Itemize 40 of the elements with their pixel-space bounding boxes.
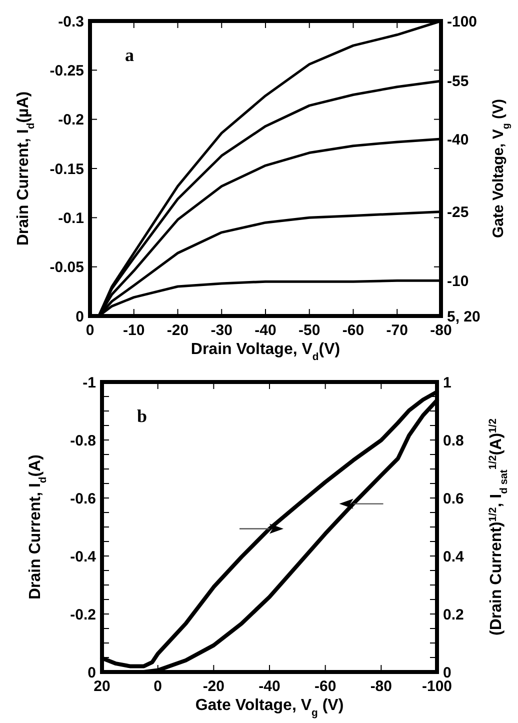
y2-tick-label: 0.4 [443, 548, 465, 566]
annotation: a [125, 45, 134, 65]
y-tick-label: -0.2 [70, 606, 96, 624]
y2-tick-label: 0.6 [443, 490, 464, 508]
y-tick-label: -0.25 [50, 62, 84, 80]
x-tick-label: 0 [154, 678, 162, 695]
x-tick-label: -40 [258, 678, 280, 695]
x-tick-label: -50 [298, 322, 320, 339]
y-tick-label: -0.6 [70, 490, 96, 508]
y2-tick-label: 1 [443, 374, 452, 392]
y2-tick-label: 0.8 [443, 432, 464, 450]
x-tick-label: -30 [210, 322, 232, 339]
y-tick-label: -0.1 [58, 210, 84, 227]
x-tick-label: -70 [386, 322, 408, 339]
y-tick-label: -0.15 [50, 160, 84, 178]
legend-label: -55 [447, 73, 469, 90]
x-tick-label: -40 [254, 322, 276, 339]
series-label: -100 [447, 13, 478, 30]
y2-tick-label: 0.2 [443, 606, 464, 624]
y-tick-label: -1 [82, 374, 96, 392]
x-tick-label: -20 [202, 678, 225, 695]
legend-label: -10 [447, 272, 469, 290]
y-tick-label: -0.4 [70, 548, 97, 566]
y-tick-label: 0 [88, 664, 96, 682]
x-axis-title: Gate Voltage, V$_{g}$ (V) [195, 697, 344, 718]
y-tick-label: -0.8 [70, 432, 96, 450]
x-tick-label: 20 [94, 678, 110, 695]
x-tick-label: -60 [314, 678, 336, 695]
legend-label: -40 [447, 131, 469, 148]
x-axis-title: Drain Voltage, V$_{d}$(V) [190, 341, 340, 362]
y-tick-label: -0.2 [58, 112, 84, 129]
series-label: -25 [447, 204, 469, 222]
x-tick-label: -60 [342, 322, 364, 339]
y-tick-label: -0.3 [58, 13, 84, 30]
x-tick-label: -80 [370, 678, 392, 695]
annotation: b [137, 406, 148, 426]
y-tick-label: -0.05 [50, 259, 84, 276]
y-tick-label: 0 [76, 308, 84, 326]
x-tick-label: -20 [166, 322, 189, 339]
x-tick-label: -10 [123, 322, 145, 339]
